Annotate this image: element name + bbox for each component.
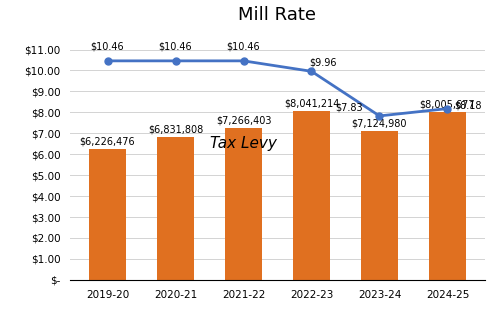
- Text: $7,266,403: $7,266,403: [216, 115, 272, 125]
- Text: $8,005,677: $8,005,677: [420, 100, 476, 110]
- Text: $6,226,476: $6,226,476: [80, 137, 136, 147]
- Text: $7.83: $7.83: [335, 102, 362, 112]
- Bar: [361, 131, 398, 280]
- Text: $10.46: $10.46: [90, 42, 124, 52]
- Text: $7,124,980: $7,124,980: [352, 118, 407, 128]
- Text: $10.46: $10.46: [158, 42, 192, 52]
- Title: Mill Rate: Mill Rate: [238, 6, 316, 24]
- Text: $10.46: $10.46: [226, 42, 260, 52]
- Bar: [157, 137, 194, 280]
- Text: $8.18: $8.18: [454, 100, 482, 111]
- Text: Tax Levy: Tax Levy: [210, 136, 277, 151]
- Text: $6,831,808: $6,831,808: [148, 124, 203, 134]
- Bar: [293, 112, 330, 280]
- Bar: [225, 128, 262, 280]
- Bar: [89, 149, 126, 280]
- Bar: [428, 112, 466, 280]
- Text: $8,041,214: $8,041,214: [284, 99, 339, 109]
- Text: $9.96: $9.96: [309, 58, 336, 68]
